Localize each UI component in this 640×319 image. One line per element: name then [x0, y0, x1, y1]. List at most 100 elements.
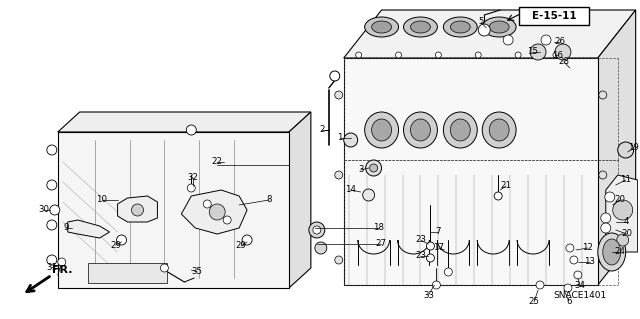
Text: 23: 23 [415, 251, 426, 261]
Circle shape [618, 142, 634, 158]
Circle shape [335, 256, 343, 264]
Circle shape [426, 254, 435, 262]
Ellipse shape [372, 21, 392, 33]
Bar [344, 58, 598, 285]
Circle shape [116, 235, 127, 245]
Circle shape [530, 44, 546, 60]
Circle shape [209, 204, 225, 220]
Text: 19: 19 [628, 144, 639, 152]
Text: 2: 2 [319, 125, 324, 135]
Circle shape [599, 171, 607, 179]
Circle shape [313, 226, 321, 234]
Ellipse shape [482, 112, 516, 148]
Polygon shape [289, 112, 311, 288]
Text: 30: 30 [38, 205, 49, 214]
Text: 24: 24 [614, 248, 625, 256]
Circle shape [365, 160, 381, 176]
Text: 34: 34 [574, 280, 586, 290]
Circle shape [242, 235, 252, 245]
Text: 12: 12 [582, 243, 593, 253]
Circle shape [564, 284, 572, 292]
Text: 32: 32 [188, 174, 199, 182]
Text: 8: 8 [266, 196, 272, 204]
Circle shape [335, 91, 343, 99]
Circle shape [58, 258, 66, 266]
Circle shape [599, 91, 607, 99]
FancyBboxPatch shape [519, 7, 589, 25]
Circle shape [601, 223, 611, 233]
Text: 10: 10 [96, 196, 107, 204]
Circle shape [356, 52, 362, 58]
Circle shape [161, 264, 168, 272]
Circle shape [309, 222, 325, 238]
Text: 11: 11 [620, 175, 631, 184]
Circle shape [188, 184, 195, 192]
Circle shape [426, 242, 435, 250]
Circle shape [494, 192, 502, 200]
Text: 1: 1 [337, 133, 342, 143]
Text: 25: 25 [529, 298, 540, 307]
Polygon shape [598, 10, 636, 285]
Circle shape [223, 216, 231, 224]
Ellipse shape [489, 119, 509, 141]
Text: 3: 3 [358, 166, 364, 174]
Ellipse shape [489, 21, 509, 33]
Circle shape [570, 256, 578, 264]
Ellipse shape [451, 119, 470, 141]
Ellipse shape [451, 21, 470, 33]
Text: 20: 20 [621, 229, 632, 239]
Text: 33: 33 [423, 291, 434, 300]
Text: E-15-11: E-15-11 [532, 11, 576, 21]
Bar [88, 263, 168, 283]
Text: 18: 18 [373, 224, 384, 233]
Circle shape [536, 281, 544, 289]
Bar [58, 132, 289, 288]
Text: 9: 9 [63, 224, 68, 233]
Circle shape [601, 213, 611, 223]
Text: 22: 22 [212, 158, 223, 167]
Text: 20: 20 [614, 196, 625, 204]
Circle shape [344, 133, 358, 147]
Circle shape [47, 255, 57, 265]
Text: 29: 29 [110, 241, 121, 249]
Ellipse shape [603, 239, 621, 265]
Text: 27: 27 [375, 240, 386, 249]
Circle shape [370, 164, 378, 172]
Circle shape [503, 35, 513, 45]
Circle shape [553, 52, 559, 58]
Circle shape [47, 180, 57, 190]
Circle shape [435, 52, 442, 58]
Text: 16: 16 [552, 50, 563, 60]
Circle shape [204, 200, 211, 208]
Circle shape [478, 24, 490, 36]
Circle shape [605, 192, 615, 202]
Text: 23: 23 [415, 235, 426, 244]
Circle shape [335, 171, 343, 179]
Text: 29: 29 [236, 241, 246, 250]
Text: 35: 35 [192, 268, 203, 277]
Circle shape [515, 52, 521, 58]
Text: 15: 15 [527, 48, 538, 56]
Circle shape [476, 52, 481, 58]
Text: 21: 21 [500, 182, 511, 190]
Circle shape [617, 234, 628, 246]
Circle shape [50, 205, 60, 215]
Polygon shape [58, 112, 311, 132]
Circle shape [363, 189, 374, 201]
Circle shape [612, 200, 633, 220]
Polygon shape [68, 220, 109, 238]
Circle shape [566, 244, 574, 252]
Text: 31: 31 [46, 263, 58, 272]
Circle shape [47, 220, 57, 230]
Text: 17: 17 [433, 243, 444, 253]
Polygon shape [344, 10, 636, 58]
Circle shape [541, 35, 551, 45]
Ellipse shape [365, 112, 399, 148]
Circle shape [396, 52, 401, 58]
Circle shape [47, 145, 57, 155]
Text: SNACE1401: SNACE1401 [553, 291, 607, 300]
Ellipse shape [372, 119, 392, 141]
Ellipse shape [404, 17, 437, 37]
Circle shape [599, 256, 607, 264]
Ellipse shape [598, 233, 626, 271]
